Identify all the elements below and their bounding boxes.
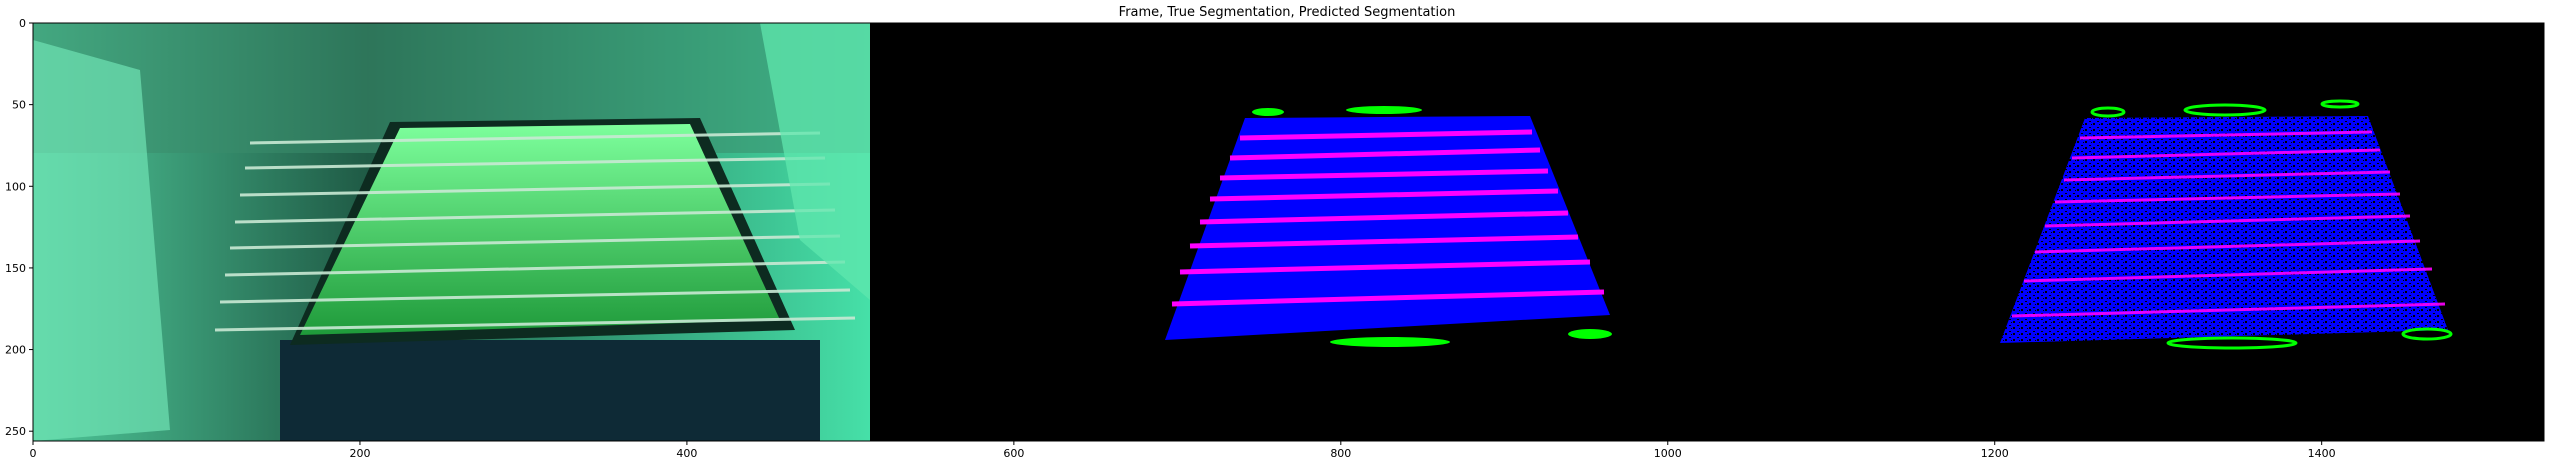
true-rod-masks bbox=[1171, 129, 1605, 307]
x-tick-label: 1200 bbox=[1981, 447, 2009, 460]
y-tick-label: 150 bbox=[5, 262, 26, 275]
frame-panel bbox=[33, 23, 870, 441]
person-right bbox=[760, 23, 870, 300]
y-tick-label: 250 bbox=[5, 425, 26, 438]
true-player-masks bbox=[1252, 106, 1612, 347]
y-axis: 0 50 100 150 200 250 bbox=[5, 17, 33, 438]
frame-rods bbox=[214, 131, 856, 332]
x-tick-label: 800 bbox=[1330, 447, 1351, 460]
foosball-field bbox=[300, 124, 780, 335]
axes-frame bbox=[32, 22, 2545, 442]
x-tick-label: 600 bbox=[1003, 447, 1024, 460]
predicted-segmentation-panel bbox=[1707, 23, 2544, 441]
person-left bbox=[33, 40, 170, 441]
x-tick-label: 0 bbox=[30, 447, 37, 460]
predicted-rod-masks bbox=[2011, 130, 2446, 318]
x-tick-label: 1000 bbox=[1654, 447, 1682, 460]
y-tick-label: 100 bbox=[5, 180, 26, 193]
y-tick-label: 0 bbox=[19, 17, 26, 30]
predicted-player-masks bbox=[2090, 99, 2453, 350]
x-tick-label: 400 bbox=[676, 447, 697, 460]
x-tick-label: 200 bbox=[349, 447, 370, 460]
figure-title: Frame, True Segmentation, Predicted Segm… bbox=[1119, 5, 1456, 20]
y-tick-label: 50 bbox=[12, 99, 26, 112]
x-axis: 0 200 400 600 800 1000 1200 1400 bbox=[30, 441, 2336, 460]
true-segmentation-panel bbox=[870, 23, 1707, 441]
x-tick-label: 1400 bbox=[2308, 447, 2336, 460]
y-tick-label: 200 bbox=[5, 344, 26, 357]
image-area bbox=[32, 22, 2545, 442]
